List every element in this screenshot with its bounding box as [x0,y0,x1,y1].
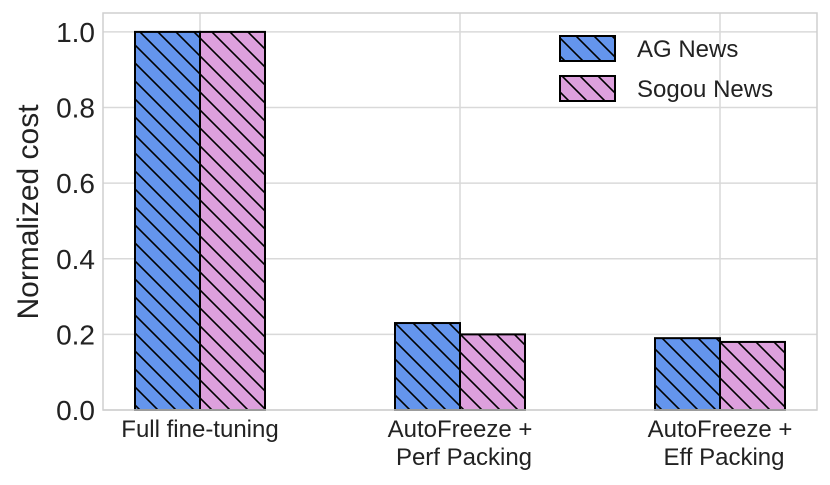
x-tick-label: AutoFreeze + Eff Packing [648,416,793,471]
bar-hatch-ag-news [134,30,201,412]
bar-hatch-sogou-news [719,340,786,412]
y-tick-label: 0.8 [56,93,95,124]
plot-area-frame [102,12,818,411]
legend-swatch-hatch-ag-news [559,35,616,62]
bar-hatch-sogou-news [199,30,266,412]
y-axis-label: Normalized cost [12,104,45,320]
bar-hatch-ag-news [394,322,461,411]
x-tick-label-line: Perf Packing [396,444,532,471]
x-tick-label: AutoFreeze + Perf Packing [388,416,533,471]
bar-hatch-sogou-news [459,333,526,411]
legend-swatch-hatch-sogou-news [559,75,616,102]
y-tick-labels: 0.0 0.2 0.4 0.6 0.8 1.0 [56,17,95,426]
y-tick-label: 1.0 [56,17,95,48]
x-tick-label-line: AutoFreeze + [648,416,793,443]
legend-label-sogou-news: Sogou News [637,76,773,103]
y-tick-label: 0.2 [56,319,95,350]
y-tick-label: 0.4 [56,244,95,275]
legend-label-ag-news: AG News [637,36,738,63]
legend: AG News Sogou News [559,35,773,103]
bar-hatch-ag-news [654,337,721,411]
y-tick-label: 0.0 [56,395,95,426]
bars [134,30,786,412]
x-tick-label: Full fine-tuning [121,416,278,443]
y-tick-label: 0.6 [56,168,95,199]
x-tick-labels: Full fine-tuning AutoFreeze + Perf Packing… [121,416,792,471]
x-tick-label-line: AutoFreeze + [388,416,533,443]
x-tick-label-line: Full fine-tuning [121,416,278,443]
x-tick-label-line: Eff Packing [664,444,785,471]
